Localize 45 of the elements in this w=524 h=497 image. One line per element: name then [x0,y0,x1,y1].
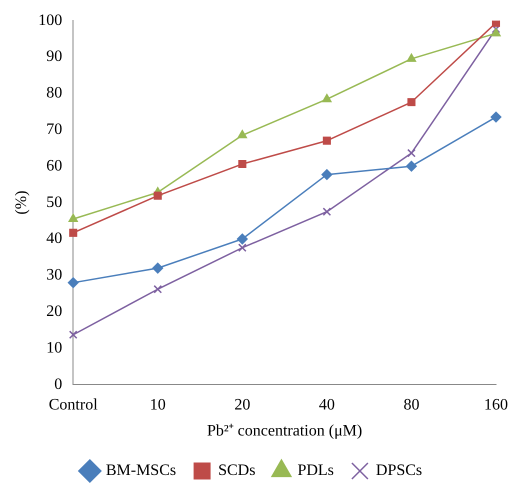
y-tick-label: 50 [46,194,62,211]
point [236,234,248,244]
y-axis-title: (%) [12,190,30,215]
y-tick-label: 80 [46,84,62,102]
point [407,148,416,158]
y-tick-label: 70 [46,121,62,138]
y-tick-label: 90 [46,48,62,66]
legend-label: DPSCs [376,462,422,480]
y-tick-label: 60 [46,157,62,174]
x-tick-label: 40 [318,396,335,414]
point [152,262,164,274]
point [154,192,162,200]
y-tick-label: 30 [46,266,62,284]
x-tick-label: 160 [484,396,508,414]
point [68,330,78,340]
point [68,277,79,288]
y-tick-label: 40 [46,230,62,248]
x-axis-title: Pb²⁺ concentration (μM) [206,422,362,440]
y-tick-label: 100 [38,12,62,29]
point [237,130,248,138]
x-tick-label: 10 [150,396,166,414]
point [490,112,502,123]
point [322,94,332,102]
point [407,98,416,106]
point [153,284,162,294]
point [322,207,332,216]
x-tick-label: Control [48,396,98,414]
point [492,20,500,27]
point [68,213,78,222]
point [406,160,417,172]
point [238,243,247,252]
x-tick-label: 20 [234,396,250,414]
x-tick-label: 80 [403,396,420,414]
point [322,136,331,145]
point [238,160,246,168]
point [491,28,501,36]
legend-label: SCDs [218,462,256,480]
y-tick-label: 0 [54,376,62,393]
point [69,228,78,237]
y-tick-label: 10 [46,339,62,356]
legend-label: PDLs [297,462,334,480]
point [406,53,416,62]
y-tick-label: 20 [46,303,62,320]
point [321,169,332,180]
legend-label: BM-MSCs [106,462,176,480]
